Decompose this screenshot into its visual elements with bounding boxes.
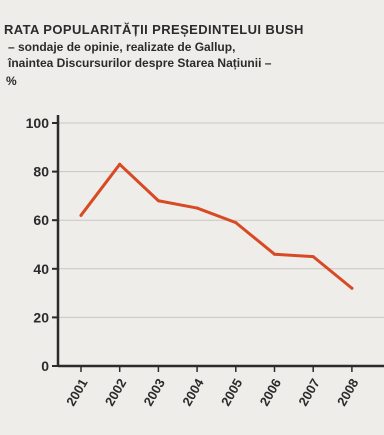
x-tick-label: 2004 (179, 375, 207, 408)
y-tick-label: 40 (33, 261, 49, 277)
data-point-2003 (156, 199, 160, 203)
x-tick-label: 2008 (334, 376, 361, 409)
chart-subtitle-line-2: înaintea Discursurilor despre Starea Naț… (8, 56, 272, 70)
x-tick-label: 2001 (63, 376, 90, 409)
y-tick-label: 100 (26, 115, 50, 131)
y-tick-label: 0 (41, 358, 49, 374)
y-axis-unit-label: % (6, 74, 17, 88)
data-point-2006 (273, 252, 276, 256)
y-tick-label: 60 (33, 212, 49, 228)
y-tick-label: 20 (33, 309, 49, 325)
data-point-2004 (195, 206, 199, 210)
data-point-2008 (350, 286, 354, 290)
x-tick-label: 2007 (295, 376, 322, 409)
x-tick-label: 2006 (257, 376, 284, 409)
chart-subtitle-line-1: – sondaje de opinie, realizate de Gallup… (8, 40, 236, 54)
chart-title: RATA POPULARITĂȚII PREȘEDINTELUI BUSH (4, 22, 304, 37)
x-tick-label: 2003 (141, 376, 168, 409)
data-point-2005 (234, 221, 238, 225)
y-tick-label: 80 (33, 164, 49, 180)
data-point-2002 (118, 162, 122, 166)
data-point-2007 (311, 255, 315, 259)
series-line (79, 162, 354, 290)
x-tick-label: 2005 (218, 376, 245, 409)
data-point-2001 (79, 213, 83, 217)
x-tick-label: 2002 (102, 376, 129, 409)
